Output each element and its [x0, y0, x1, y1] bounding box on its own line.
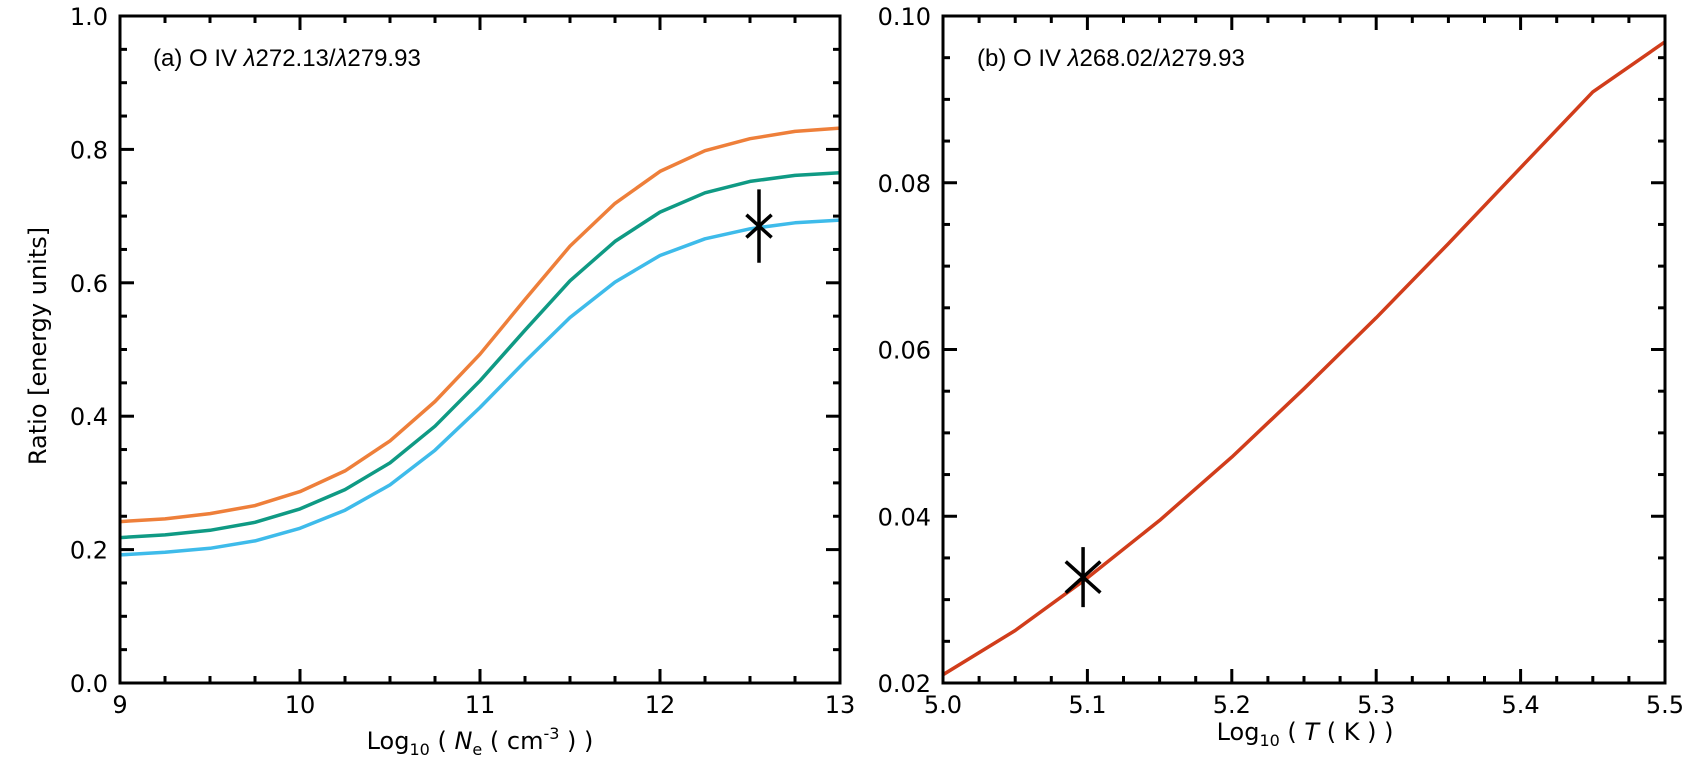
panel-a-xlabel-var: N [454, 727, 472, 755]
panel-a-y-tick-label: 0.4 [70, 403, 108, 431]
panel-b-series-ratio [943, 40, 1665, 677]
panel-a-y-tick-label: 1.0 [70, 3, 108, 31]
panel-a-xlabel-unit: ( cm [482, 727, 543, 755]
panel-b-xlabel-close: ) ) [1359, 718, 1393, 746]
panel-a-title-lambda2: λ [334, 45, 348, 72]
panel-b-y-tick-label: 0.10 [878, 3, 931, 31]
panel-a-x-tick-label: 11 [465, 691, 496, 719]
panel-a-title: (a) O IV λ272.13/λ279.93 [153, 45, 421, 72]
panel-a-title-num1: 272.13/ [256, 45, 336, 72]
panel-b-y-tick-label: 0.08 [878, 170, 931, 198]
panel-a-x-axis-label: Log10 ( Ne ( cm-3 ) ) [367, 724, 594, 759]
panel-b-title-lambda1: λ [1066, 45, 1080, 72]
panel-b-observation-marker [1064, 547, 1102, 608]
panel-a-title-prefix: (a) O IV [153, 45, 244, 72]
panel-b-title-num1: 268.02/ [1080, 45, 1160, 72]
panel-b-x-tick-label: 5.5 [1646, 691, 1684, 719]
panel-a-xlabel-sub: 10 [409, 740, 429, 759]
panel-b-x-tick-label: 5.4 [1502, 691, 1540, 719]
panel-a-y-axis-label: Ratio [energy units] [24, 227, 52, 465]
panel-b-x-axis-label: Log10 ( T ( K ) ) [1217, 718, 1394, 750]
panel-a-x-tick-label: 12 [645, 691, 676, 719]
panel-a-xlabel-open: ( [430, 727, 455, 755]
panel-b-y-tick-label: 0.04 [878, 503, 931, 531]
panel-b-xlabel-sub: 10 [1259, 731, 1279, 750]
panel-a-title-num2: 279.93 [347, 45, 420, 72]
panel-a-x-tick-label: 13 [825, 691, 856, 719]
panel-b-title-num2: 279.93 [1171, 45, 1244, 72]
panel-b-x-tick-label: 5.0 [924, 691, 962, 719]
panel-a-series-middle [120, 170, 840, 540]
panel-b-y-tick-label: 0.06 [878, 337, 931, 365]
panel-b-x-tick-label: 5.2 [1213, 691, 1251, 719]
panel-b-plot-frame [941, 14, 1667, 685]
panel-a-x-tick-label: 9 [112, 691, 127, 719]
panel-b-x-tick-label: 5.1 [1068, 691, 1106, 719]
panel-b-xlabel-base: Log [1217, 718, 1260, 746]
panel-b-title: (b) O IV λ268.02/λ279.93 [977, 45, 1245, 72]
panel-a-y-tick-label: 0.2 [70, 537, 108, 565]
panel-a: (a) O IV λ272.13/λ279.93 Ratio [energy u… [24, 3, 855, 759]
panel-a-xlabel-unit-sup: -3 [543, 724, 559, 743]
panel-a-title-lambda1: λ [242, 45, 256, 72]
panel-a-xlabel-var-sub: e [472, 740, 482, 759]
panel-b: (b) O IV λ268.02/λ279.93 Log10 ( T ( K )… [878, 3, 1685, 750]
panel-b-xlabel-unit: ( K [1319, 718, 1361, 746]
panel-b-xlabel-var: T [1304, 718, 1321, 746]
panel-b-x-tick-label: 5.3 [1357, 691, 1395, 719]
panel-b-xlabel-open: ( [1280, 718, 1305, 746]
panel-a-series-lower [120, 218, 840, 557]
panel-a-xlabel-base: Log [367, 727, 410, 755]
panel-a-y-tick-label: 0.8 [70, 136, 108, 164]
panel-b-title-prefix: (b) O IV [977, 45, 1068, 72]
panel-a-y-tick-label: 0.0 [70, 670, 108, 698]
panel-a-xlabel-close: ) ) [559, 727, 593, 755]
panel-b-title-lambda2: λ [1158, 45, 1172, 72]
panel-a-y-tick-label: 0.6 [70, 270, 108, 298]
panel-b-y-tick-label: 0.02 [878, 670, 931, 698]
panel-a-x-tick-label: 10 [285, 691, 316, 719]
panel-a-observation-marker [745, 189, 773, 263]
panel-a-plot-frame [118, 14, 842, 685]
panel-a-series-upper [120, 126, 840, 524]
